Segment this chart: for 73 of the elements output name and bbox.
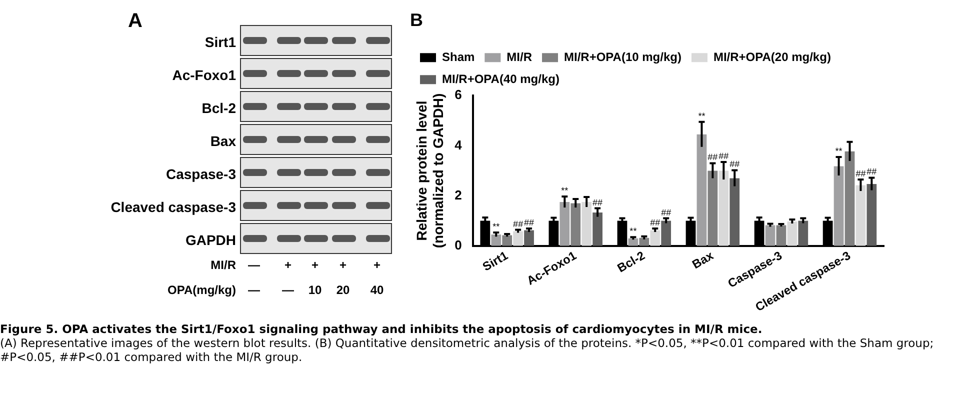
data-label: ** <box>835 146 843 156</box>
y-tick-label: 0 <box>454 237 462 252</box>
text: — <box>247 283 261 297</box>
data-label: ## <box>524 218 534 228</box>
bar <box>856 185 866 246</box>
bar <box>560 202 570 246</box>
bar <box>582 202 592 246</box>
bar <box>718 170 729 246</box>
text: + <box>338 258 348 272</box>
text: Sirt1 <box>204 33 236 52</box>
data-label: ## <box>856 168 866 178</box>
text: 20 <box>335 283 351 297</box>
y-tick-label: 4 <box>454 137 463 152</box>
bar <box>787 222 798 246</box>
bar <box>708 170 718 246</box>
text: + <box>310 258 320 272</box>
text: A <box>128 10 142 33</box>
x-tick-label: Sirt1 <box>480 248 511 274</box>
text: (A) Representative images of the western blot results. (B) Quantitative densitometric analysis of the proteins. *P<0.05, **P<0.01 compared with the Sham group; #P<0.05, ##P<0.01 compared with the MI/R group. <box>0 336 935 364</box>
data-label: ## <box>730 159 740 170</box>
bar <box>730 178 740 246</box>
chart-title: B <box>410 10 423 30</box>
bar <box>592 212 602 246</box>
text: — <box>247 258 261 272</box>
data-label: ** <box>561 185 569 196</box>
text: + <box>372 258 382 272</box>
text: Bax <box>210 132 236 151</box>
text: OPA(mg/kg) <box>168 283 236 297</box>
legend-label: MI/R+OPA(40 mg/kg) <box>442 72 560 86</box>
caption: Figure 5. OPA activates the Sirt1/Foxo1 signaling pathway and inhibits the apoptosis of cardiomyocytes in MI/R mice. <box>0 322 764 336</box>
bar <box>866 184 877 246</box>
bar <box>798 220 808 246</box>
data-label: ** <box>630 226 638 236</box>
data-label: ## <box>708 152 718 162</box>
data-label: ** <box>492 222 500 232</box>
y-tick-label: 6 <box>454 87 462 102</box>
bar <box>570 203 581 246</box>
text: Cleaved caspase-3 <box>110 198 236 217</box>
text: — <box>281 283 295 297</box>
bar <box>765 225 776 246</box>
y-tick-label: 2 <box>454 187 462 202</box>
bar <box>524 230 534 246</box>
bar <box>661 220 672 246</box>
text: Bcl-2 <box>202 99 236 118</box>
bar <box>639 238 650 246</box>
bar <box>834 166 844 246</box>
bar <box>491 234 502 246</box>
text: + <box>283 258 292 272</box>
text: MI/R <box>210 258 236 272</box>
legend-label: MI/R <box>506 50 532 64</box>
data-label: ## <box>650 218 660 228</box>
bar <box>776 225 786 246</box>
legend-label: MI/R+OPA(10 mg/kg) <box>564 50 682 64</box>
data-label: ## <box>592 197 603 208</box>
text: 10 <box>307 283 323 297</box>
legend-label: MI/R+OPA(20 mg/kg) <box>713 50 831 64</box>
y-axis-title: Relative protein level (normalized to GAPDH) <box>413 93 446 248</box>
data-label: ** <box>698 110 706 121</box>
bar <box>513 231 523 246</box>
data-label: ## <box>718 150 729 161</box>
data-label: ## <box>661 207 672 218</box>
text: Caspase-3 <box>166 165 236 184</box>
bar <box>696 134 707 246</box>
legend-label: Sham <box>442 50 475 64</box>
text: GAPDH <box>185 231 236 250</box>
bar <box>650 230 660 246</box>
text: Ac-Foxo1 <box>172 66 236 85</box>
data-label: ## <box>513 218 524 229</box>
bar <box>844 151 855 246</box>
text: 40 <box>369 283 385 297</box>
data-label: ## <box>866 166 877 177</box>
x-tick-label: Bax <box>690 248 716 272</box>
bar <box>502 235 512 246</box>
